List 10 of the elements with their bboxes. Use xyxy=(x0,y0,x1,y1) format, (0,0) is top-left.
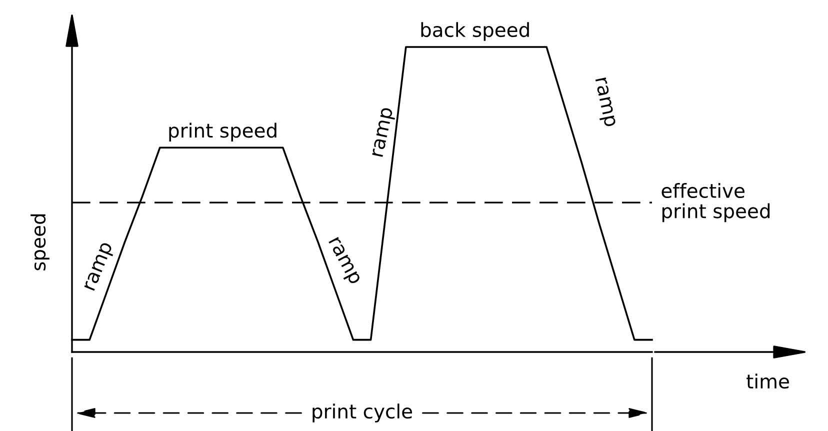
annotation: ramp xyxy=(84,242,116,292)
x-axis-title: time xyxy=(746,374,789,389)
y-axis-title: speed xyxy=(30,214,50,270)
ref-line-label: effective print speed xyxy=(662,182,770,222)
annotation: ramp xyxy=(325,236,361,287)
annotation: ramp xyxy=(591,77,616,128)
text: print cycle xyxy=(312,404,412,422)
annotation: ramp xyxy=(372,107,397,158)
text: back speed xyxy=(421,22,529,41)
annotation: print speed xyxy=(169,122,276,142)
